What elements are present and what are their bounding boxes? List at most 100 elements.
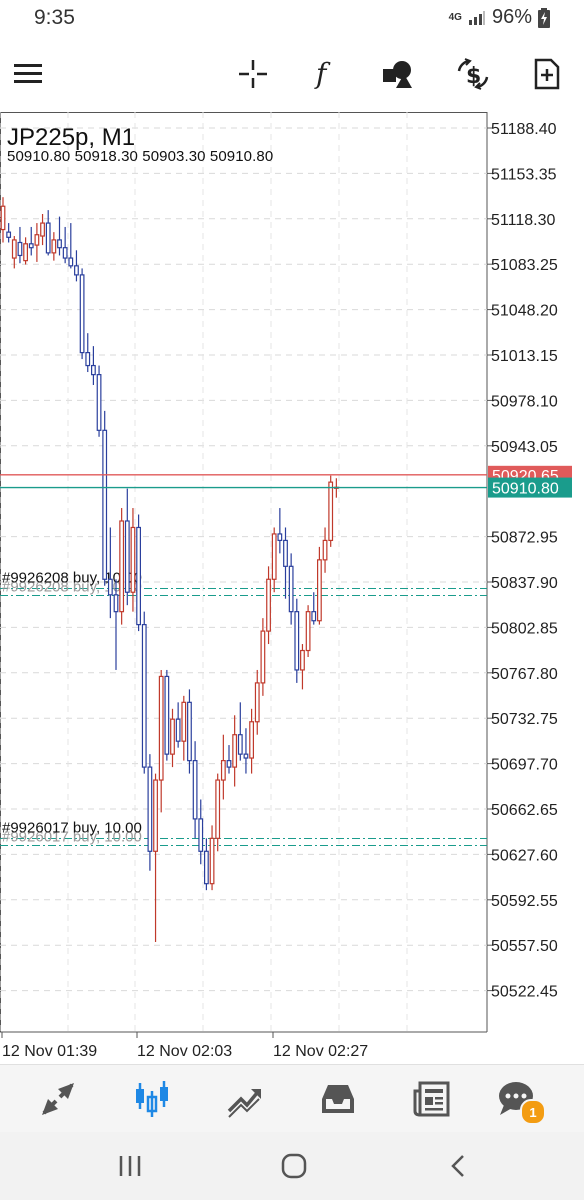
time-label: 12 Nov 02:27 [273,1043,368,1060]
signal-icon [468,10,485,25]
candle [277,508,283,554]
battery-charging-icon [538,7,550,28]
candle [209,825,215,891]
candle [288,553,294,625]
nav-messages[interactable]: 1 [488,1075,546,1125]
trade-label: #9926017 buy, 10.00 [2,820,142,837]
candle [158,669,164,813]
candle [28,226,34,256]
price-scale-label: 50662.65 [491,802,558,819]
candle [266,566,271,645]
candle [204,838,209,891]
candle [130,508,136,612]
trade-label-shadow: #9926208 buy, 10.00 [2,579,142,596]
candle [102,410,108,586]
candle [51,232,57,261]
trade-icon [227,1089,261,1118]
price-scale-label: 50802.85 [491,620,558,637]
battery-percent: 96% [491,6,532,28]
candle [113,579,119,670]
candle [136,514,142,632]
candle [170,708,175,768]
candle [68,223,74,269]
candle [11,236,17,269]
nav-history[interactable] [310,1075,366,1123]
candle [328,475,334,547]
system-navigation-bar [0,1132,584,1200]
price-scale-label: 51048.20 [491,303,558,320]
bid-price-tag [488,477,572,498]
candle [40,214,45,246]
candlestick-chart[interactable]: #9926208 buy, 10.00#9926208 buy, 10.00#9… [0,112,584,1064]
back-icon [451,1155,464,1177]
nav-trade[interactable] [217,1075,273,1123]
status-time: 9:35 [34,6,75,29]
chart-symbol-title: JP225p, M1 [7,124,136,151]
price-scale-label: 50522.45 [491,984,558,1001]
nav-chart[interactable] [124,1075,180,1123]
hamburger-icon[interactable] [6,52,50,96]
status-bar: 9:35 4G 96% [0,0,584,36]
candle [198,799,204,865]
candle [311,592,317,625]
candle [187,689,192,774]
candle [164,669,170,761]
price-scale-label: 51118.30 [491,212,555,229]
bottom-navigation: 1 [0,1064,584,1133]
candle [23,237,28,265]
chart-icon [136,1081,168,1117]
candle [17,226,23,264]
recents-icon [119,1156,141,1176]
price-scale-label: 50732.75 [491,711,558,728]
candle [260,618,266,696]
new-order-icon[interactable] [525,52,569,96]
price-scale-label: 51188.40 [491,121,557,138]
back-button[interactable] [428,1146,488,1186]
price-scale-label: 51013.15 [491,348,558,365]
news-icon [413,1081,450,1117]
history-icon [322,1085,354,1113]
crosshair-icon[interactable] [231,52,275,96]
candle [107,527,113,619]
candle [243,728,249,774]
home-button[interactable] [264,1146,324,1186]
indicator-function-icon[interactable]: f [303,52,347,96]
price-scale-label: 50837.90 [491,575,558,592]
objects-shapes-icon[interactable] [376,52,420,96]
candle [6,223,12,243]
bid-price-label: 50910.80 [492,481,559,498]
candle [79,268,85,360]
price-scale-label: 50627.60 [491,847,558,864]
price-scale-label: 50872.95 [491,530,558,547]
candle [232,715,238,787]
candle [141,611,147,774]
candle [294,598,300,683]
currency-swap-icon[interactable]: $ [451,52,495,96]
chart-area[interactable]: #9926208 buy, 10.00 #9926208 buy, 10.00 #9… [0,112,584,1064]
price-scale-label: 51083.25 [491,257,558,274]
recents-button[interactable] [100,1146,160,1186]
candle [283,527,288,599]
candle [96,365,102,437]
candle [220,734,226,800]
candle [57,216,62,256]
price-scale-label: 50767.80 [491,666,558,683]
nav-quotes[interactable] [30,1075,86,1123]
candle [192,741,198,839]
candle [147,754,153,871]
price-scale-label: 50557.50 [491,938,558,955]
candle [237,702,243,761]
candle [317,546,322,625]
candle [305,605,311,657]
candle [322,527,328,573]
candle [254,669,260,735]
nav-news[interactable] [404,1075,460,1123]
price-scale-label: 50943.05 [491,439,558,456]
price-scale-label: 50978.10 [491,393,558,410]
candle [249,708,255,774]
trade-label-shadow: #9926017 buy, 10.00 [2,829,142,846]
status-indicators: 4G 96% [449,6,550,29]
price-scale-label: 50697.70 [491,757,558,774]
candle [90,346,96,385]
candle [271,527,277,593]
